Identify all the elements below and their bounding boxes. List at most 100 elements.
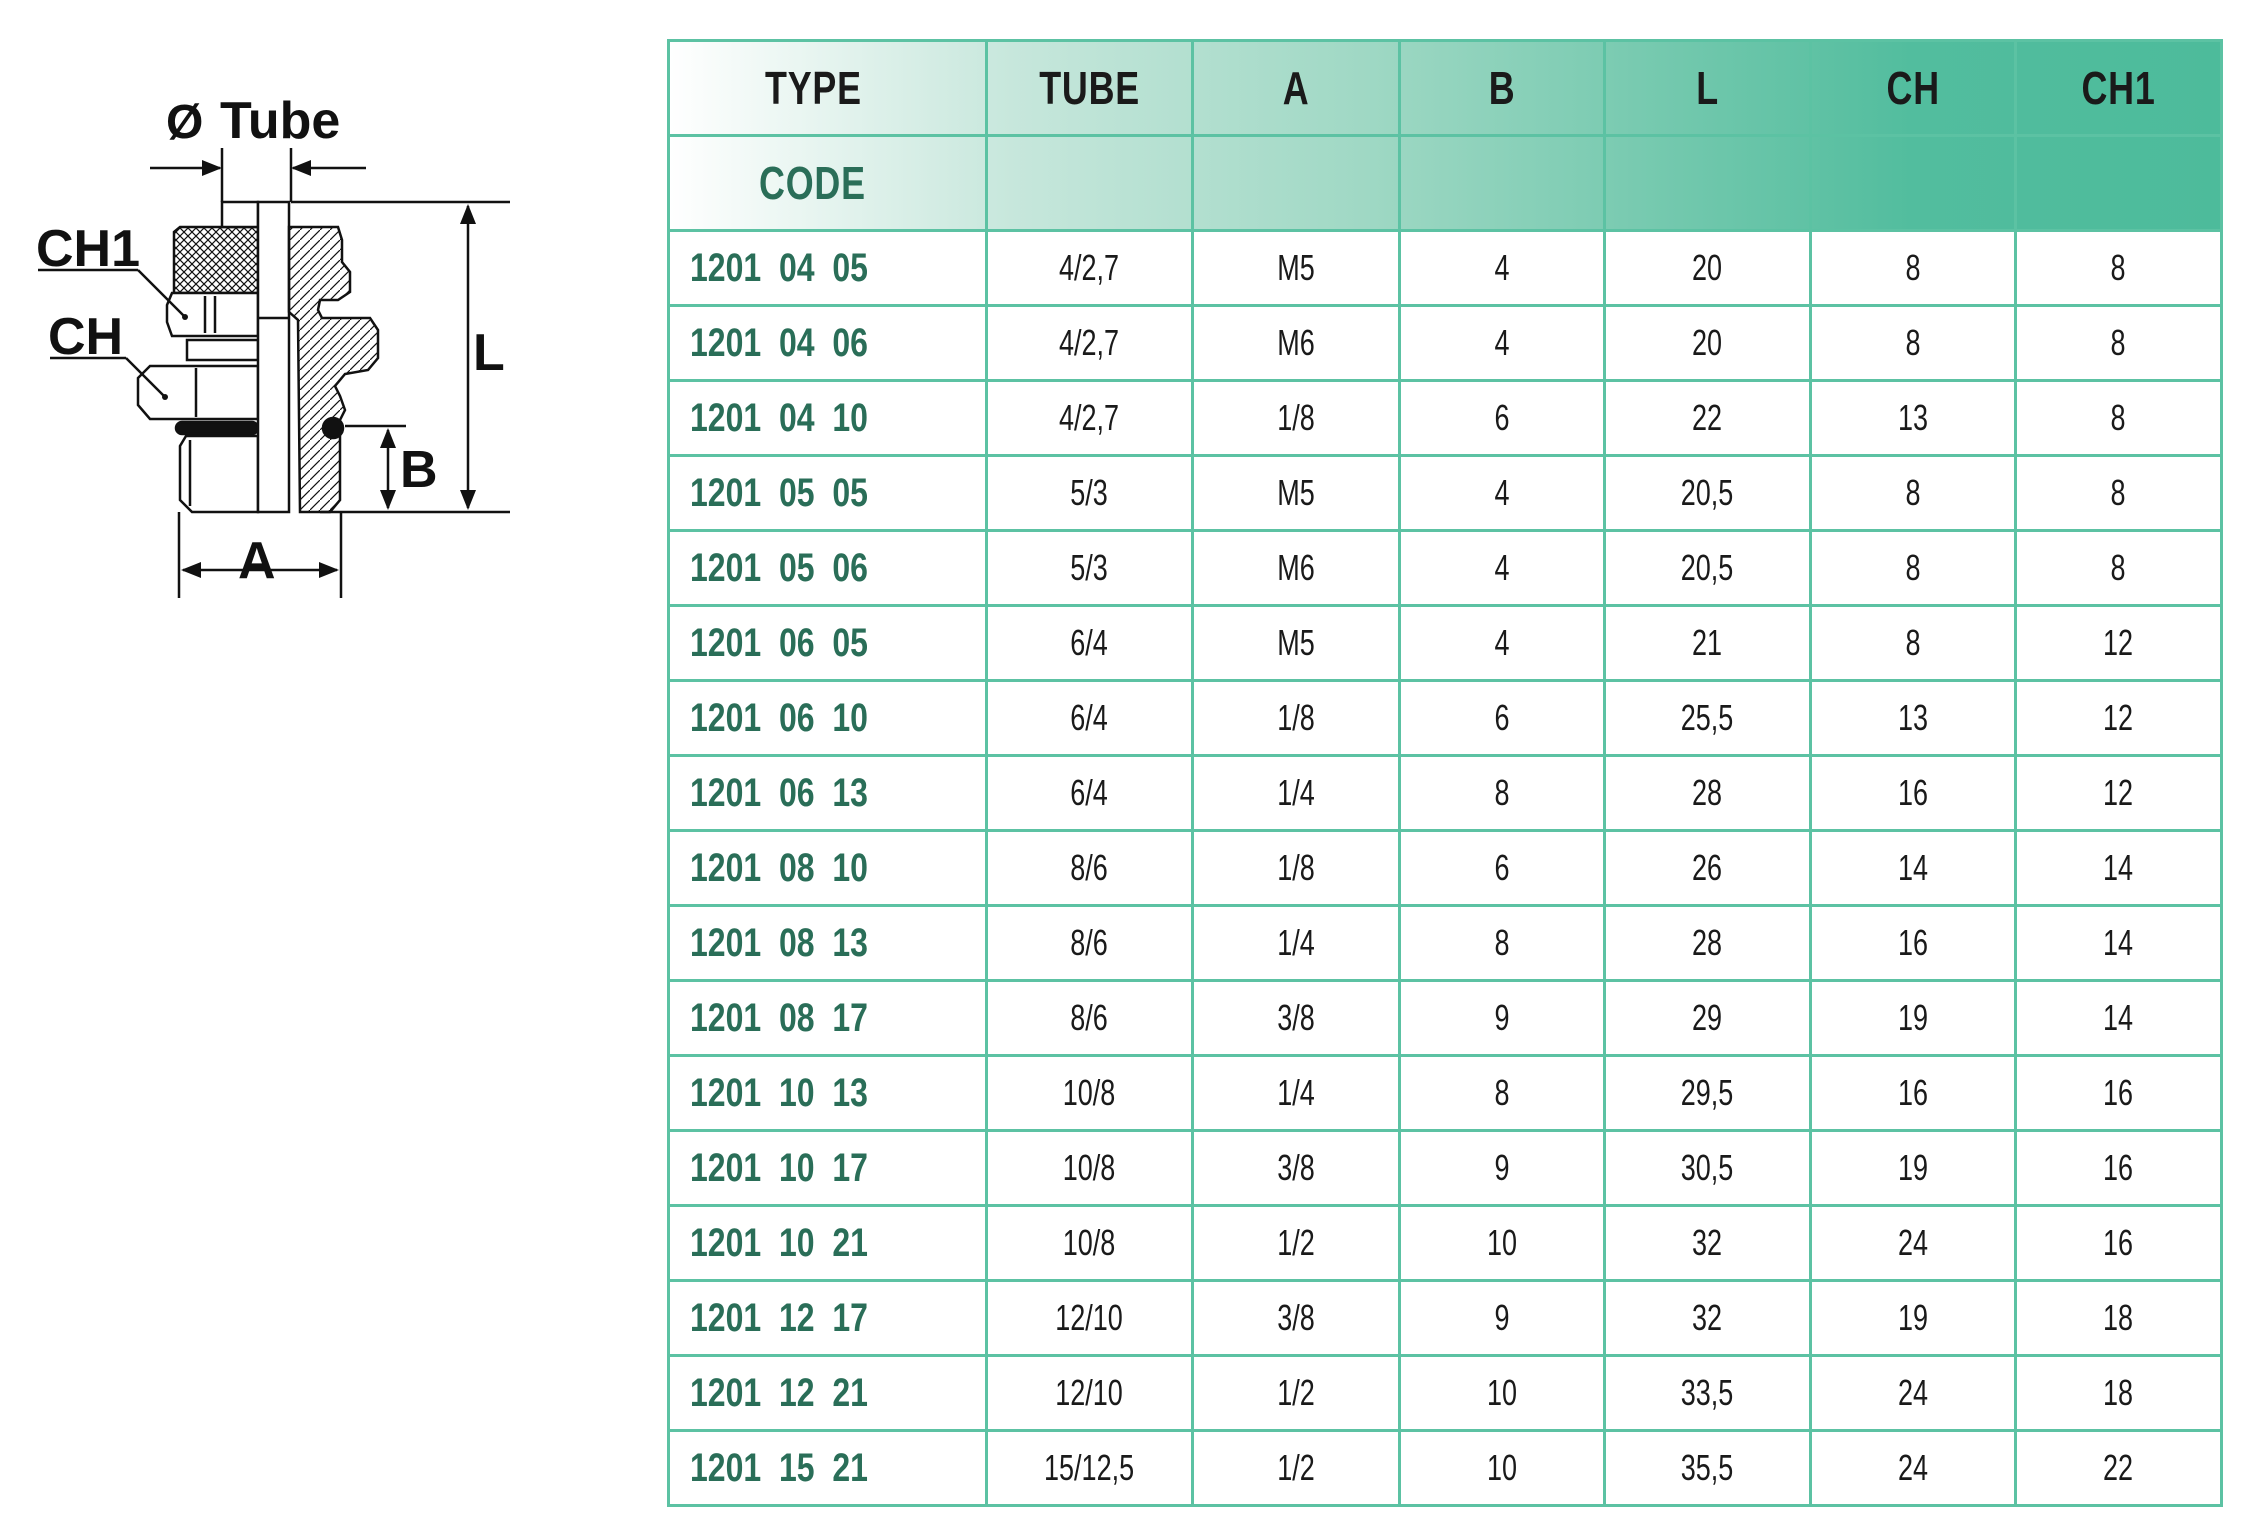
header-code-label: CODE <box>759 157 866 209</box>
ch1-value: 8 <box>2110 247 2127 288</box>
ch-value: 16 <box>1897 922 1929 963</box>
header-ch-label: CH <box>1886 62 1940 114</box>
ch1-value: 14 <box>2103 922 2134 963</box>
table-row: 1201 05 05 5/3 M5 4 20,5 8 8 <box>667 454 2223 532</box>
cell-a: M5 <box>1191 604 1401 682</box>
cell-a: 1/8 <box>1191 829 1401 907</box>
cell-ch1: 14 <box>2014 904 2223 982</box>
product-code: 1201 08 17 <box>690 995 868 1040</box>
cell-code: 1201 12 21 <box>667 1354 988 1432</box>
ch-value: 24 <box>1897 1447 1929 1488</box>
ch1-value: 8 <box>2110 322 2127 363</box>
cell-tube: 10/8 <box>985 1129 1194 1207</box>
a-label: A <box>238 532 276 590</box>
cell-l: 30,5 <box>1603 1129 1812 1207</box>
header-code-row: CODE <box>667 134 2223 232</box>
header-code: CODE <box>667 134 988 232</box>
ch-value: 19 <box>1897 997 1929 1038</box>
l-value: 20,5 <box>1681 472 1734 513</box>
cell-code: 1201 10 21 <box>667 1204 988 1282</box>
table-row: 1201 08 17 8/6 3/8 9 29 19 14 <box>667 979 2223 1057</box>
header-empty <box>985 134 1194 232</box>
cell-a: 1/4 <box>1191 904 1401 982</box>
tube-label: Tube <box>220 92 340 150</box>
table-row: 1201 15 21 15/12,5 1/2 10 35,5 24 22 <box>667 1429 2223 1507</box>
ch1-value: 12 <box>2103 697 2134 738</box>
l-value: 25,5 <box>1681 697 1734 738</box>
b-value: 8 <box>1494 772 1510 813</box>
cell-l: 35,5 <box>1603 1429 1812 1507</box>
ch-value: 8 <box>1905 547 1921 588</box>
ch-value: 24 <box>1897 1372 1929 1413</box>
header-a: A <box>1191 39 1401 137</box>
cell-code: 1201 08 13 <box>667 904 988 982</box>
a-value: M6 <box>1277 322 1315 363</box>
cell-tube: 10/8 <box>985 1204 1194 1282</box>
b-value: 6 <box>1494 697 1510 738</box>
product-code: 1201 04 10 <box>690 395 868 440</box>
product-code: 1201 12 21 <box>690 1370 868 1415</box>
b-value: 4 <box>1494 547 1510 588</box>
tube-value: 12/10 <box>1055 1372 1124 1413</box>
cell-l: 29,5 <box>1603 1054 1812 1132</box>
table-row: 1201 04 06 4/2,7 M6 4 20 8 8 <box>667 304 2223 382</box>
tube-value: 4/2,7 <box>1059 397 1120 438</box>
cell-ch: 24 <box>1809 1354 2017 1432</box>
cell-b: 4 <box>1398 304 1606 382</box>
cell-code: 1201 08 17 <box>667 979 988 1057</box>
b-value: 4 <box>1494 472 1510 513</box>
ch1-value: 16 <box>2103 1147 2134 1188</box>
l-value: 20 <box>1692 247 1723 288</box>
cell-b: 4 <box>1398 454 1606 532</box>
table-row: 1201 10 21 10/8 1/2 10 32 24 16 <box>667 1204 2223 1282</box>
b-value: 10 <box>1486 1372 1518 1413</box>
specification-table: TYPE TUBE A B L CH CH1 CODE 1201 04 05 4/… <box>667 39 2223 1507</box>
cell-tube: 4/2,7 <box>985 304 1194 382</box>
a-value: 1/2 <box>1277 1447 1315 1488</box>
header-tube: TUBE <box>985 39 1194 137</box>
b-value: 9 <box>1494 1147 1510 1188</box>
cell-code: 1201 04 05 <box>667 229 988 307</box>
cell-ch1: 8 <box>2014 379 2223 457</box>
ch-value: 24 <box>1897 1222 1929 1263</box>
table-row: 1201 08 10 8/6 1/8 6 26 14 14 <box>667 829 2223 907</box>
cell-l: 28 <box>1603 754 1812 832</box>
product-code: 1201 06 10 <box>690 695 868 740</box>
b-value: 10 <box>1486 1447 1518 1488</box>
a-value: M6 <box>1277 547 1315 588</box>
tube-value: 10/8 <box>1063 1072 1116 1113</box>
l-value: 29 <box>1692 997 1723 1038</box>
cell-a: 3/8 <box>1191 1279 1401 1357</box>
header-a-label: A <box>1282 62 1310 114</box>
cell-tube: 6/4 <box>985 679 1194 757</box>
b-value: 10 <box>1486 1222 1518 1263</box>
header-empty <box>1191 134 1401 232</box>
tube-value: 6/4 <box>1070 772 1109 813</box>
a-value: 1/4 <box>1277 922 1315 963</box>
l-value: 33,5 <box>1681 1372 1734 1413</box>
cell-l: 32 <box>1603 1279 1812 1357</box>
cell-code: 1201 04 06 <box>667 304 988 382</box>
table-row: 1201 10 13 10/8 1/4 8 29,5 16 16 <box>667 1054 2223 1132</box>
diameter-symbol: Ø <box>166 96 203 149</box>
cell-l: 20 <box>1603 304 1812 382</box>
product-code: 1201 05 06 <box>690 545 868 590</box>
cell-b: 6 <box>1398 679 1606 757</box>
tube-value: 4/2,7 <box>1059 247 1120 288</box>
cell-a: 3/8 <box>1191 979 1401 1057</box>
ch1-label: CH1 <box>36 220 140 278</box>
b-value: 6 <box>1494 397 1510 438</box>
tube-value: 10/8 <box>1063 1222 1116 1263</box>
b-label: B <box>400 441 438 499</box>
ch-value: 8 <box>1905 622 1921 663</box>
cell-ch: 19 <box>1809 1129 2017 1207</box>
a-value: 1/2 <box>1277 1372 1315 1413</box>
cell-b: 9 <box>1398 1129 1606 1207</box>
cell-a: M5 <box>1191 229 1401 307</box>
cell-l: 22 <box>1603 379 1812 457</box>
cell-code: 1201 06 10 <box>667 679 988 757</box>
cell-l: 20,5 <box>1603 529 1812 607</box>
cell-b: 4 <box>1398 604 1606 682</box>
tube-value: 5/3 <box>1070 472 1109 513</box>
a-value: 1/8 <box>1277 697 1315 738</box>
